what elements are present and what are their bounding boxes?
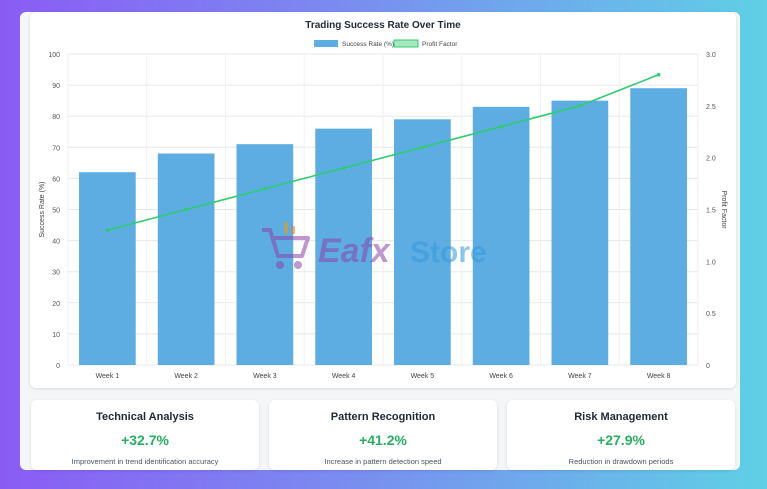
x-tick-label: Week 6 [489,373,513,380]
line-series [105,72,661,233]
chart-axes: 0 10 20 30 40 50 60 70 80 90 100 0 0.5 1.0 1.5 2.0 2.5 3.… [39,52,727,380]
y-tick-label: 80 [52,114,60,121]
stat-description: Reduction in drawdown periods [568,457,674,466]
line-point-6 [499,124,503,129]
y-tick-label: 90 [52,83,60,90]
line-point-1 [105,228,110,233]
y2-axis-label: Profit Factor [720,190,727,229]
y-tick-label: 30 [52,270,60,277]
y-tick-label: 10 [52,332,60,339]
stat-title: Pattern Recognition [330,411,436,423]
bar-5 [394,119,451,365]
y-tick-label: 0 [56,363,60,370]
stat-card-risk-management: Risk Management +27.9% Reduction in draw… [507,400,735,470]
stat-card-technical-analysis: Technical Analysis +32.7% Improvement in… [31,400,259,470]
chart-card: Trading Success Rate Over Time Success R… [30,12,736,388]
x-tick-label: Week 1 [96,373,120,380]
bar-7 [551,100,609,366]
line-point-2 [184,207,188,212]
y2-tick-label: 3.0 [706,52,716,59]
x-tick-label: Week 5 [411,373,435,380]
y-axis-label: Success Rate (%) [39,181,46,237]
x-tick-label: Week 7 [568,373,592,380]
stat-card-pattern-recognition: Pattern Recognition +41.2% Increase in p… [269,400,497,470]
stat-description: Improvement in trend identification accu… [71,457,219,466]
stat-value: +41.2% [359,432,407,448]
bar-3 [236,144,294,365]
bar-4 [315,128,372,365]
y-tick-label: 100 [48,52,60,59]
stat-title: Risk Management [574,411,668,423]
line-point-5 [420,145,425,150]
y2-tick-label: 0.5 [706,311,716,318]
bar-2 [157,153,215,365]
y2-tick-label: 2.5 [706,104,716,111]
line-point-4 [341,166,346,170]
legend-label-success-rate: Success Rate (%) [342,41,394,48]
y2-tick-label: 1.0 [706,259,716,266]
bar-1 [79,172,136,365]
y-tick-label: 40 [52,239,60,246]
line-point-7 [578,104,582,108]
stat-value: +32.7% [121,432,169,448]
y-tick-label: 50 [52,208,60,215]
combo-chart: Trading Success Rate Over Time Success R… [39,20,727,380]
legend-swatch-success-rate [314,40,338,47]
x-tick-label: Week 8 [647,373,671,380]
legend-swatch-profit-factor [393,39,419,48]
y-tick-label: 20 [52,301,60,308]
y2-tick-label: 2.0 [706,156,716,163]
stat-description: Increase in pattern detection speed [324,457,442,466]
x-tick-label: Week 4 [332,373,356,380]
chart-legend: Success Rate (%) Profit Factor [314,39,458,48]
legend-label-profit-factor: Profit Factor [422,41,458,48]
x-tick-label: Week 2 [174,373,198,380]
profit-factor-line [107,73,659,232]
x-tick-label: Week 3 [253,373,277,380]
line-point-3 [263,186,267,191]
stat-value: +27.9% [597,432,645,448]
bar-6 [472,106,530,366]
y-tick-label: 70 [52,145,60,152]
line-point-8 [656,72,661,77]
y2-tick-label: 1.5 [706,208,716,215]
y-tick-label: 60 [52,176,60,183]
stat-title: Technical Analysis [96,411,194,423]
chart-title: Trading Success Rate Over Time [305,20,461,31]
y2-tick-label: 0 [706,363,710,370]
bar-8 [630,88,687,366]
